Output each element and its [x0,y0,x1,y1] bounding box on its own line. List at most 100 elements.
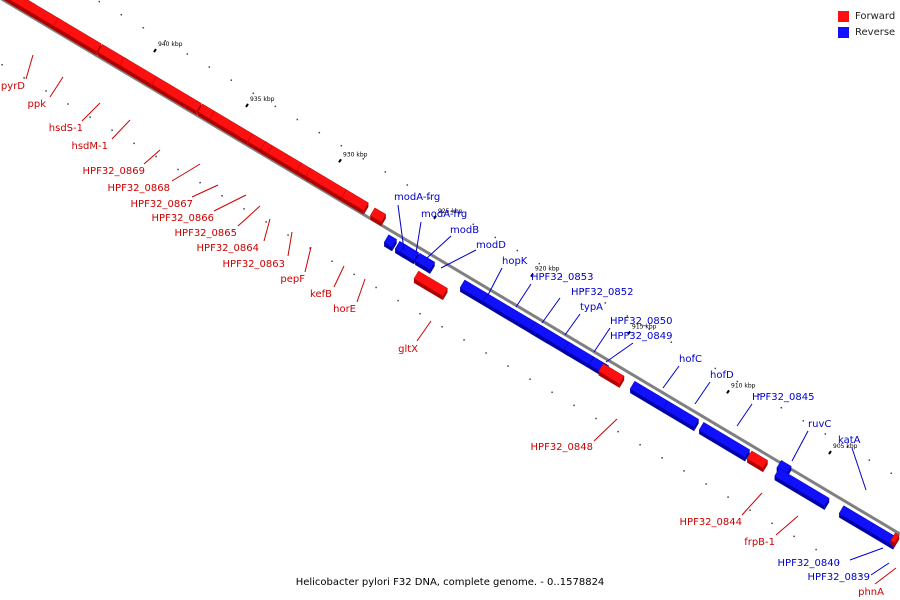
gene-label[interactable]: HPF32_0865 [175,228,237,239]
gene-feature[interactable] [341,189,369,215]
gene-feature-box [662,400,700,428]
tick-dot [98,0,101,3]
gene-label[interactable]: phnA [858,587,884,598]
gene-feature-box [746,450,769,469]
gene-label[interactable]: HPF32_0845 [752,392,814,403]
gene-label[interactable]: hsdS-1 [49,123,83,134]
gene-label[interactable]: modA-frg [394,192,440,203]
gene-feature-side [839,513,870,536]
tick-dot [890,472,893,475]
gene-label[interactable]: HPF32_0867 [131,199,193,210]
gene-label[interactable]: HPF32_0848 [531,442,593,453]
gene-feature[interactable] [151,76,202,116]
gene-feature[interactable] [383,234,398,252]
tick-dot [331,260,333,263]
gene-feature[interactable] [414,252,436,274]
tick-dot [120,13,123,16]
tick-dot [441,326,443,328]
gene-label[interactable]: gltX [398,344,418,355]
gene-feature[interactable] [890,532,900,548]
gene-feature[interactable] [369,207,387,227]
gene-leader-line [356,278,366,303]
gene-feature[interactable] [774,468,830,510]
gene-label[interactable]: pyrD [1,81,25,92]
gene-label[interactable]: HPF32_0850 [610,316,672,327]
gene-feature-side [151,84,197,116]
gene-label[interactable]: typA [580,302,603,313]
gene-leader-line [541,297,561,324]
gene-feature[interactable] [598,363,625,388]
gene-label[interactable]: HPF32_0839 [808,572,870,583]
gene-leader-line [593,327,611,353]
gene-feature-end [363,202,369,215]
scale-tick-label: 915 kbp [632,323,657,330]
gene-label[interactable]: frpB-1 [744,537,775,548]
gene-leader-line [694,381,711,405]
gene-feature-side [630,388,665,414]
gene-feature[interactable] [698,421,751,462]
tick-dot [758,393,761,396]
gene-label[interactable]: HPF32_0866 [152,213,214,224]
gene-feature-side [305,176,342,202]
tick-dot [815,548,817,551]
gene-feature[interactable] [746,450,769,473]
gene-feature[interactable] [413,270,448,301]
tick-dot [595,417,597,420]
gene-feature[interactable] [838,505,875,536]
gene-label[interactable]: hofD [710,370,734,381]
gene-feature-box [890,532,900,544]
gene-label[interactable]: HPF32_0844 [680,517,742,528]
gene-label[interactable]: HPF32_0853 [531,272,593,283]
gene-feature-end [763,460,768,473]
gene-feature[interactable] [53,17,102,56]
scale-tick-label: 910 kbp [731,382,756,389]
gene-feature[interactable] [662,400,700,432]
gene-label[interactable]: modA-frg [421,209,467,220]
gene-label[interactable]: kefB [310,289,332,300]
gene-label[interactable]: hopK [502,256,528,267]
gene-label[interactable]: horE [333,304,356,315]
gene-label[interactable]: ppk [28,99,47,110]
gene-feature-end [392,239,397,252]
gene-label[interactable]: HPF32_0868 [108,183,170,194]
tick-dot [846,446,849,448]
gene-leader-line [593,418,618,442]
gene-label[interactable]: ruvC [808,419,831,430]
gene-feature-box [774,468,830,507]
scale-tick-label: 905 kbp [833,443,858,450]
gene-label[interactable]: HPF32_0840 [778,558,840,569]
gene-feature-end [381,214,386,227]
gene-feature[interactable] [9,0,62,32]
gene-label[interactable]: modD [476,240,506,251]
scale-tick-label: 920 kbp [535,266,560,273]
gene-feature-end [619,376,625,388]
gene-leader-line [426,235,452,259]
gene-feature-side [9,0,57,32]
gene-label[interactable]: HPF32_0864 [197,243,259,254]
tick-dot [353,273,355,276]
gene-leader-line [49,76,64,98]
gene-leader-line [191,184,219,198]
tick-dot [582,289,585,291]
tick-dot [428,197,431,199]
gene-leader-line [736,403,753,427]
tick-dot [648,328,651,330]
gene-feature-end [430,262,435,274]
tick-dot [727,496,729,498]
gene-label[interactable]: hofC [679,354,702,365]
legend-forward: Forward [838,8,895,24]
tick-dot [419,312,421,315]
gene-feature-side [415,260,431,274]
gene-label[interactable]: HPF32_0863 [223,259,285,270]
gene-label[interactable]: katA [838,435,861,446]
gene-feature-side [384,242,393,252]
gene-label[interactable]: pepF [280,274,305,285]
gene-label[interactable]: hsdM-1 [72,141,109,152]
scale-tick-mark [338,158,342,163]
gene-feature-side [267,153,298,176]
gene-label[interactable]: HPF32_0849 [610,331,672,342]
gene-label[interactable]: modB [450,225,479,236]
gene-label[interactable]: HPF32_0869 [83,166,145,177]
gene-label[interactable]: HPF32_0852 [571,287,633,298]
gene-leader-line [287,231,293,257]
